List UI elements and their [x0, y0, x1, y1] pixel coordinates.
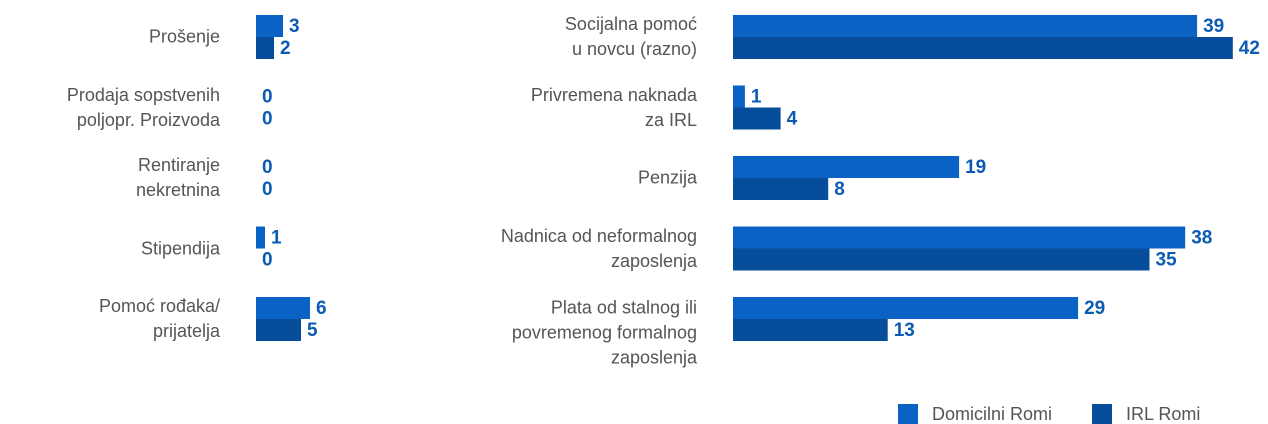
bar — [256, 319, 301, 341]
value-label: 42 — [1239, 38, 1260, 59]
bar — [733, 297, 1079, 319]
category-label: Pomoć rođaka/ prijatelja — [98, 296, 220, 341]
value-label: 4 — [787, 109, 798, 130]
bar — [733, 248, 1150, 271]
category-label: Plata od stalnog ili povremenog formalno… — [511, 297, 697, 368]
bar — [733, 226, 1186, 249]
category-label: Rentiranje nekretnina — [135, 155, 220, 200]
bar — [733, 107, 781, 130]
value-label: 0 — [262, 109, 273, 130]
bar — [733, 15, 1198, 37]
value-label: 1 — [271, 228, 282, 249]
bar — [256, 226, 265, 249]
category-label: Stipendija — [140, 238, 220, 258]
legend-label: Domicilni Romi — [932, 404, 1052, 424]
value-label: 35 — [1156, 250, 1178, 271]
legend-swatch — [1092, 404, 1113, 424]
legend-label: IRL Romi — [1126, 404, 1200, 424]
bar — [733, 156, 960, 178]
bar — [733, 178, 829, 200]
category-label: Privremena naknada za IRL — [530, 84, 697, 130]
value-label: 0 — [262, 179, 273, 200]
category-label: Nadnica od neformalnog zaposlenja — [500, 225, 697, 271]
value-label: 0 — [262, 250, 273, 271]
category-label: Penzija — [637, 167, 697, 188]
bar — [733, 319, 888, 341]
value-label: 13 — [894, 320, 915, 341]
bar — [256, 297, 310, 319]
value-label: 2 — [280, 38, 291, 59]
value-label: 1 — [751, 87, 762, 108]
category-label: Prodaja sopstvenih poljopr. Proizvoda — [66, 84, 220, 130]
value-label: 0 — [262, 157, 273, 178]
category-label: Socijalna pomoć u novcu (razno) — [564, 14, 697, 59]
category-label: Prošenje — [148, 26, 220, 47]
bar — [733, 37, 1233, 59]
bar — [256, 37, 274, 59]
legend-swatch — [898, 404, 918, 424]
value-label: 0 — [262, 87, 273, 108]
value-label: 6 — [316, 298, 327, 319]
bar — [733, 85, 745, 108]
value-label: 8 — [834, 179, 845, 200]
value-label: 39 — [1203, 16, 1224, 37]
value-label: 19 — [965, 157, 986, 178]
value-label: 38 — [1191, 228, 1212, 249]
value-label: 5 — [307, 320, 318, 341]
value-label: 3 — [289, 16, 300, 37]
bar — [256, 15, 283, 37]
value-label: 29 — [1084, 298, 1105, 319]
